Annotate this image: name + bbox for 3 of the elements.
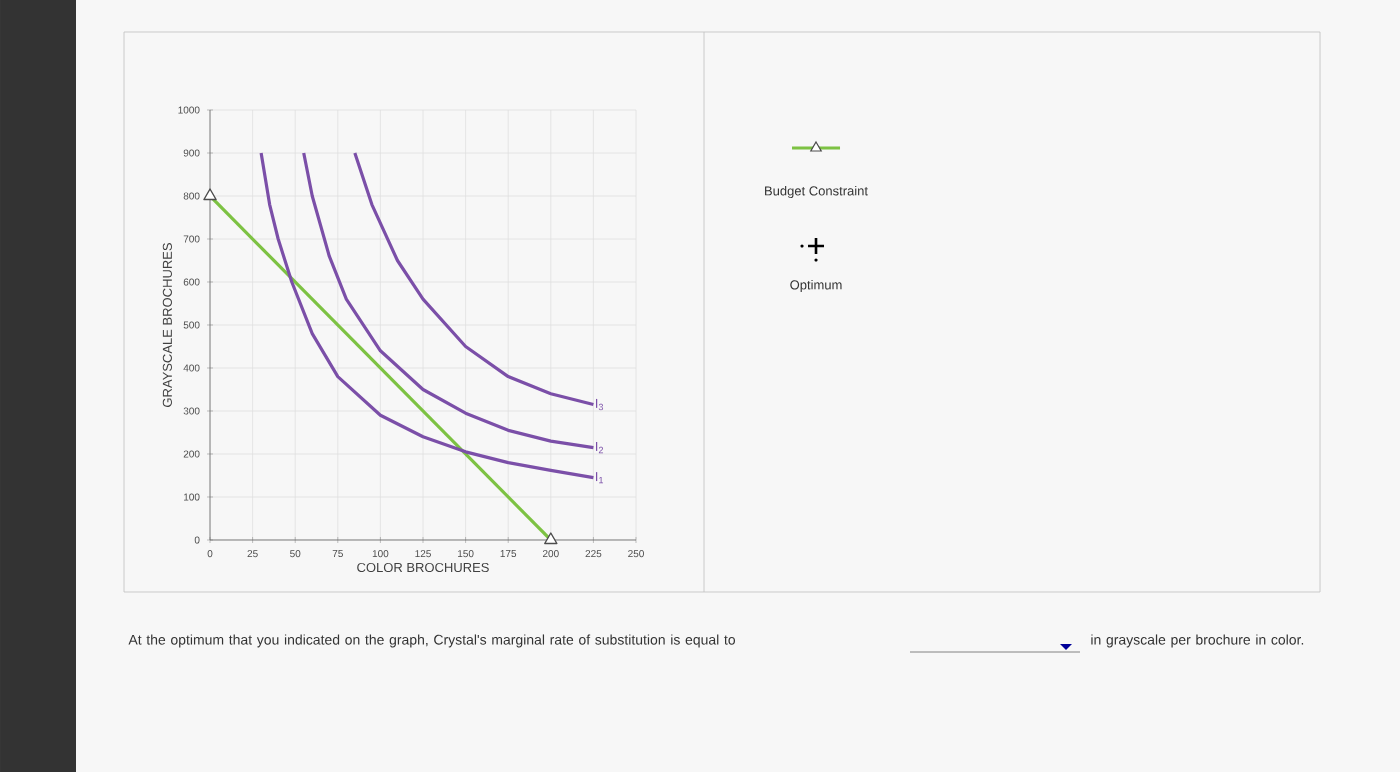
line-series [302, 151, 596, 450]
line-series [353, 151, 596, 407]
line-series [259, 151, 596, 480]
